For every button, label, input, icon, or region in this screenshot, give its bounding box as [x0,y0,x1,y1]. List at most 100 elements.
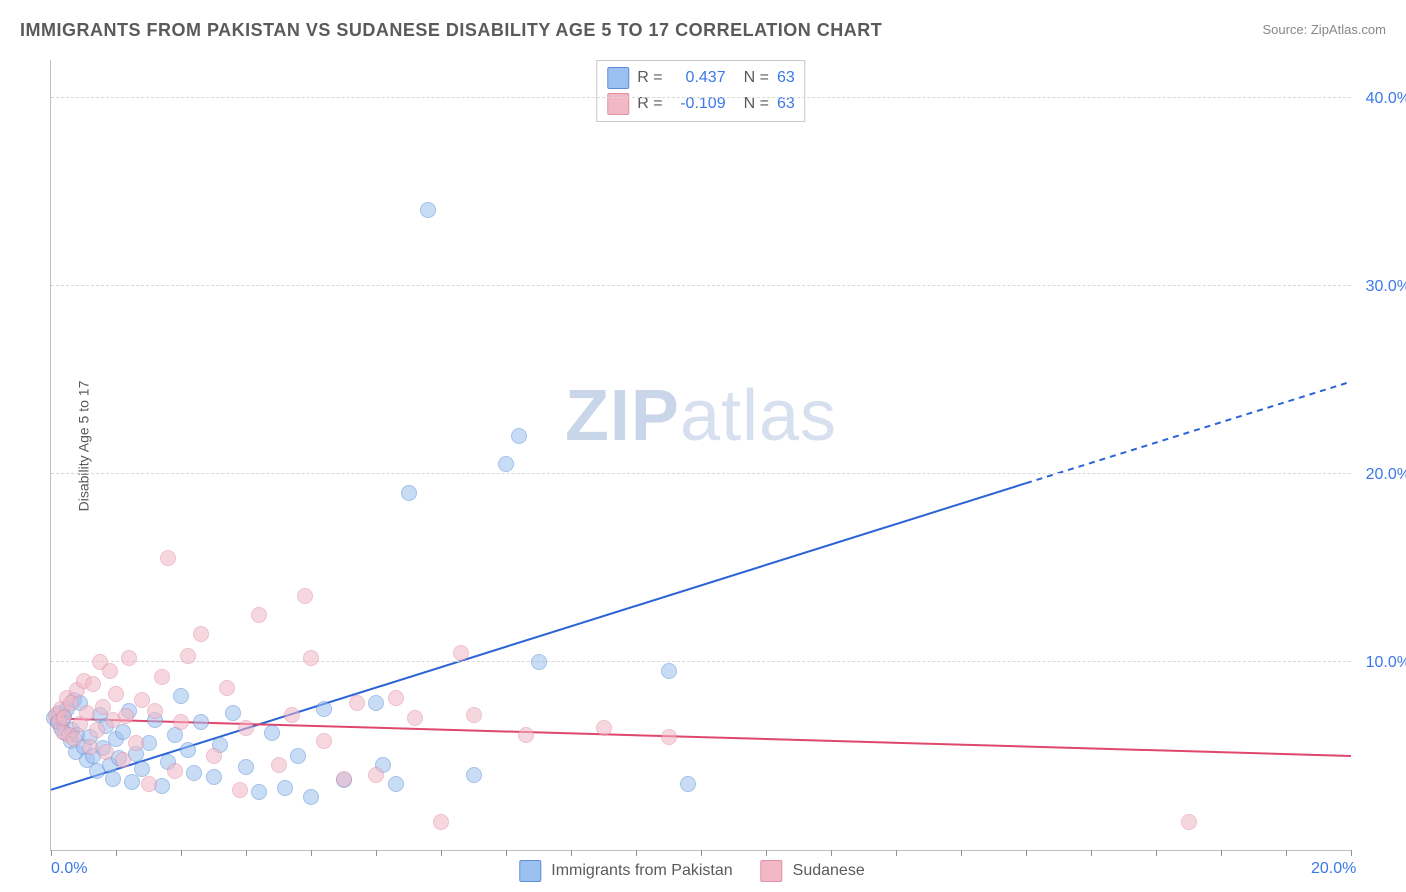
sudanese-point [82,739,98,755]
x-tick [181,850,182,856]
sudanese-point [102,663,118,679]
y-tick-label: 10.0% [1366,654,1406,672]
x-tick [831,850,832,856]
series-legend: Immigrants from PakistanSudanese [519,860,882,882]
sudanese-point [85,676,101,692]
x-tick [441,850,442,856]
pakistan-point [420,202,436,218]
sudanese-point [297,588,313,604]
n-value: 63 [777,95,795,113]
sudanese-point [108,686,124,702]
sudanese-point [271,757,287,773]
sudanese-point [368,767,384,783]
source-prefix: Source: [1262,22,1310,37]
pakistan-point [251,784,267,800]
sudanese-point [407,710,423,726]
sudanese-point [433,814,449,830]
pakistan-point [277,780,293,796]
x-tick [896,850,897,856]
x-tick [636,850,637,856]
legend-swatch [607,67,629,89]
sudanese-point [596,720,612,736]
pakistan-point [531,654,547,670]
pakistan-point [173,688,189,704]
legend-swatch [519,860,541,882]
sudanese-point [1181,814,1197,830]
correlation-legend: R =0.437N =63R =-0.109N =63 [596,60,805,122]
sudanese-point [388,690,404,706]
sudanese-point [661,729,677,745]
sudanese-point [89,722,105,738]
sudanese-point [121,650,137,666]
sudanese-point [349,695,365,711]
pakistan-point [193,714,209,730]
watermark: ZIPatlas [565,375,837,457]
x-tick [1221,850,1222,856]
watermark-light: atlas [680,376,837,456]
pakistan-point [388,776,404,792]
r-label: R = [637,95,662,113]
sudanese-point [206,748,222,764]
pakistan-point [206,769,222,785]
sudanese-point [173,714,189,730]
pakistan-point [264,725,280,741]
source-name: ZipAtlas.com [1311,22,1386,37]
x-tick [766,850,767,856]
sudanese-point [118,708,134,724]
x-tick [376,850,377,856]
x-tick [1286,850,1287,856]
sudanese-point [284,707,300,723]
pakistan-point [186,765,202,781]
r-label: R = [637,69,662,87]
sudanese-point [128,735,144,751]
regression-line-dashed [1026,382,1351,484]
gridline [51,97,1351,98]
x-tick [246,850,247,856]
y-tick-label: 40.0% [1366,90,1406,108]
x-tick [1091,850,1092,856]
sudanese-point [160,550,176,566]
sudanese-point [167,763,183,779]
pakistan-point [124,774,140,790]
sudanese-point [154,669,170,685]
x-tick [1351,850,1352,856]
y-tick-label: 20.0% [1366,466,1406,484]
sudanese-point [180,648,196,664]
y-tick-label: 30.0% [1366,278,1406,296]
source-attribution: Source: ZipAtlas.com [1262,22,1386,37]
pakistan-point [290,748,306,764]
sudanese-point [232,782,248,798]
sudanese-point [147,703,163,719]
sudanese-point [251,607,267,623]
sudanese-point [66,731,82,747]
pakistan-point [303,789,319,805]
watermark-bold: ZIP [565,376,680,456]
pakistan-point [401,485,417,501]
sudanese-point [466,707,482,723]
x-tick [701,850,702,856]
x-tick [311,850,312,856]
gridline [51,285,1351,286]
pakistan-point [680,776,696,792]
chart-title: IMMIGRANTS FROM PAKISTAN VS SUDANESE DIS… [20,20,882,41]
pakistan-point [225,705,241,721]
sudanese-point [56,710,72,726]
sudanese-point [303,650,319,666]
pakistan-point [466,767,482,783]
sudanese-point [141,776,157,792]
pakistan-point [498,456,514,472]
x-tick [506,850,507,856]
pakistan-point [238,759,254,775]
sudanese-point [79,705,95,721]
pakistan-point [368,695,384,711]
x-tick [116,850,117,856]
n-value: 63 [777,69,795,87]
sudanese-point [193,626,209,642]
gridline [51,473,1351,474]
legend-label: Immigrants from Pakistan [551,862,732,880]
sudanese-point [518,727,534,743]
r-value: -0.109 [671,95,726,113]
sudanese-point [316,733,332,749]
n-label: N = [744,95,769,113]
pakistan-point [105,771,121,787]
